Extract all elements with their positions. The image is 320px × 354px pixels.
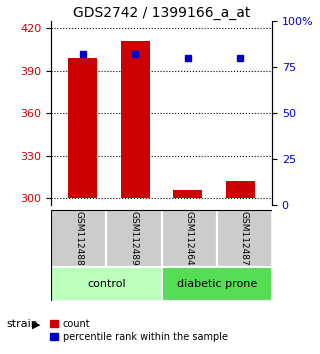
- Text: GSM112488: GSM112488: [74, 211, 83, 266]
- Bar: [173, 190, 202, 198]
- Bar: [226, 181, 255, 198]
- Text: ▶: ▶: [32, 320, 41, 330]
- Bar: [51, 268, 162, 301]
- Text: diabetic prone: diabetic prone: [177, 279, 257, 289]
- Bar: [121, 41, 150, 198]
- Bar: [162, 268, 272, 301]
- Bar: [162, 210, 217, 268]
- Title: GDS2742 / 1399166_a_at: GDS2742 / 1399166_a_at: [73, 6, 250, 20]
- Bar: [217, 210, 272, 268]
- Text: GSM112464: GSM112464: [185, 211, 194, 266]
- Bar: [68, 58, 97, 198]
- Bar: [106, 210, 162, 268]
- Text: GSM112487: GSM112487: [240, 211, 249, 266]
- Text: control: control: [87, 279, 126, 289]
- Text: GSM112489: GSM112489: [130, 211, 139, 266]
- Text: strain: strain: [6, 319, 38, 329]
- Legend: count, percentile rank within the sample: count, percentile rank within the sample: [46, 315, 232, 346]
- Bar: [51, 210, 106, 268]
